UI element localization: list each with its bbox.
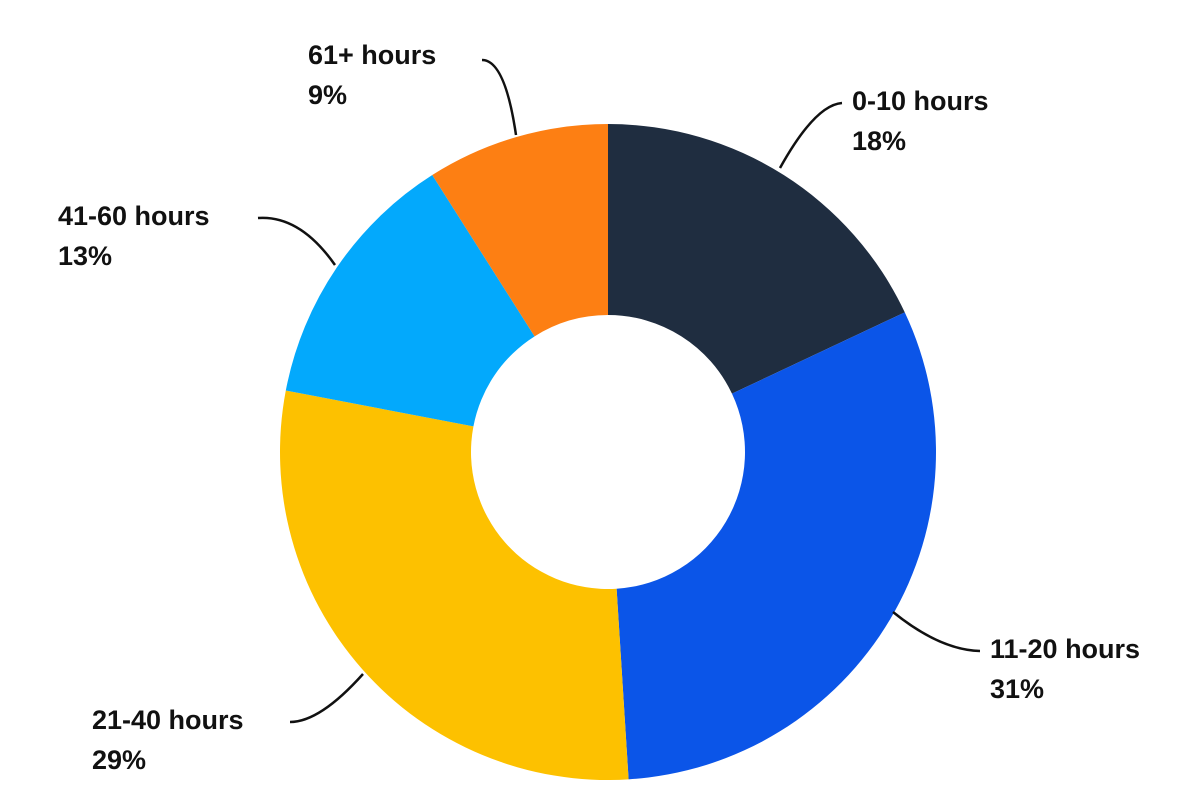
donut-slice: [616, 312, 936, 780]
leader-line: [778, 101, 843, 169]
slice-value-label: 9%: [308, 80, 347, 110]
slice-value-label: 29%: [92, 745, 146, 775]
leader-line: [289, 673, 364, 724]
leader-line: [892, 611, 981, 653]
slice-label: 21-40 hours: [92, 705, 244, 735]
donut-slice: [280, 390, 629, 780]
slice-value-label: 31%: [990, 674, 1044, 704]
slice-label: 41-60 hours: [58, 201, 210, 231]
donut-slice: [608, 124, 905, 394]
leader-line: [481, 58, 518, 136]
slice-value-label: 13%: [58, 241, 112, 271]
slice-label: 11-20 hours: [990, 634, 1140, 664]
donut-slice: [432, 124, 608, 337]
slice-label: 0-10 hours: [852, 86, 989, 116]
leader-line: [257, 216, 337, 266]
slice-label: 61+ hours: [308, 40, 436, 70]
donut-slice: [285, 175, 535, 427]
slice-value-label: 18%: [852, 126, 906, 156]
